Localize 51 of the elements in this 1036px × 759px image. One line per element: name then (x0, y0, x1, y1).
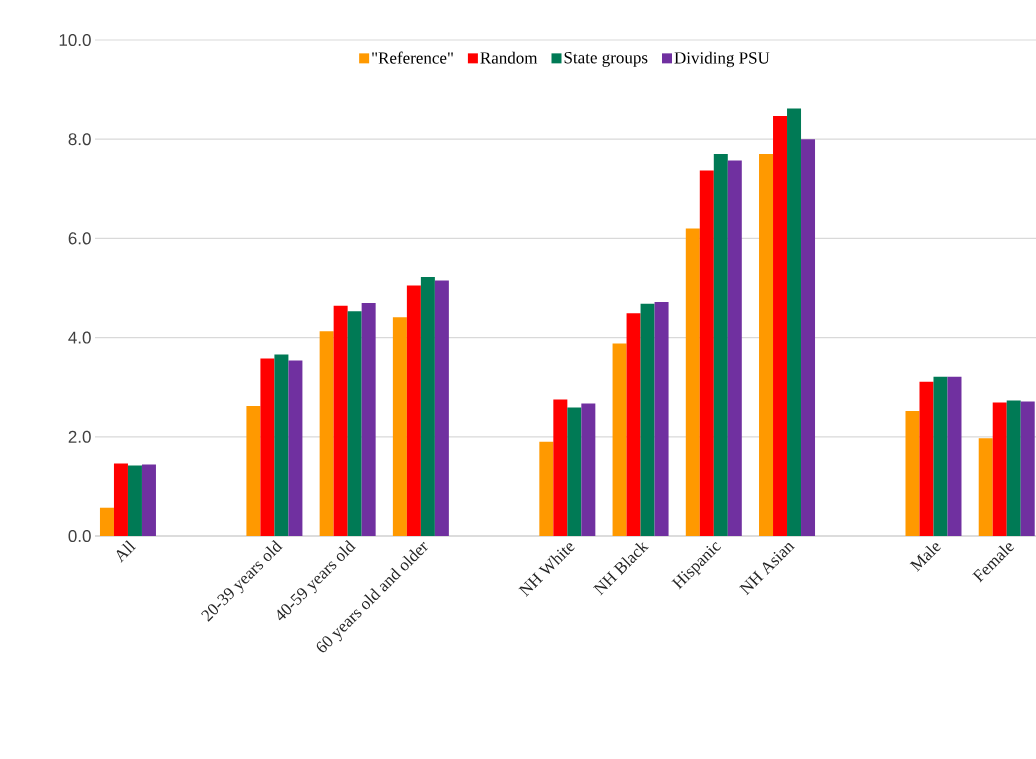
bar (640, 303, 655, 536)
bar (392, 317, 407, 536)
bar (992, 402, 1007, 536)
bar (581, 403, 596, 536)
bar (685, 228, 700, 536)
bar (933, 376, 948, 536)
bar (1020, 401, 1035, 536)
bar (99, 507, 114, 536)
bar (288, 360, 303, 536)
bar (127, 465, 142, 536)
y-tick-label: 4.0 (68, 331, 91, 344)
y-tick-label: 8.0 (68, 133, 91, 146)
bar (333, 305, 348, 536)
bar (1006, 400, 1021, 536)
bar (539, 441, 554, 536)
bar (274, 354, 289, 536)
bar (626, 313, 641, 536)
bar (759, 154, 774, 536)
y-tick-label: 0.0 (68, 529, 91, 543)
bar (319, 331, 334, 536)
bar (260, 358, 275, 536)
bar (434, 280, 449, 536)
bar (699, 170, 714, 536)
y-tick-label: 6.0 (68, 232, 91, 245)
bar (246, 406, 261, 536)
bar (654, 301, 669, 536)
bar (919, 381, 934, 536)
bar (727, 160, 742, 536)
legend-label: Dividing PSU (674, 51, 770, 68)
x-tick-label: All (116, 540, 137, 563)
bar (141, 464, 156, 536)
y-tick-label: 10.0 (59, 33, 91, 47)
bar (801, 139, 816, 536)
bar (567, 407, 582, 536)
bar (347, 311, 362, 536)
bar (978, 438, 993, 536)
bar (773, 115, 788, 536)
legend-label: "Reference" (372, 51, 453, 64)
bar (113, 463, 128, 536)
bar (787, 108, 802, 536)
bar (420, 277, 435, 536)
bar (713, 154, 728, 536)
bar (612, 343, 627, 536)
y-tick-label: 2.0 (68, 430, 91, 443)
legend-label: State groups (564, 51, 648, 67)
bar (905, 411, 920, 536)
bar (553, 399, 568, 536)
bar (406, 285, 421, 536)
bar (361, 302, 376, 536)
legend-label: Random (480, 51, 538, 64)
bar (947, 376, 962, 536)
